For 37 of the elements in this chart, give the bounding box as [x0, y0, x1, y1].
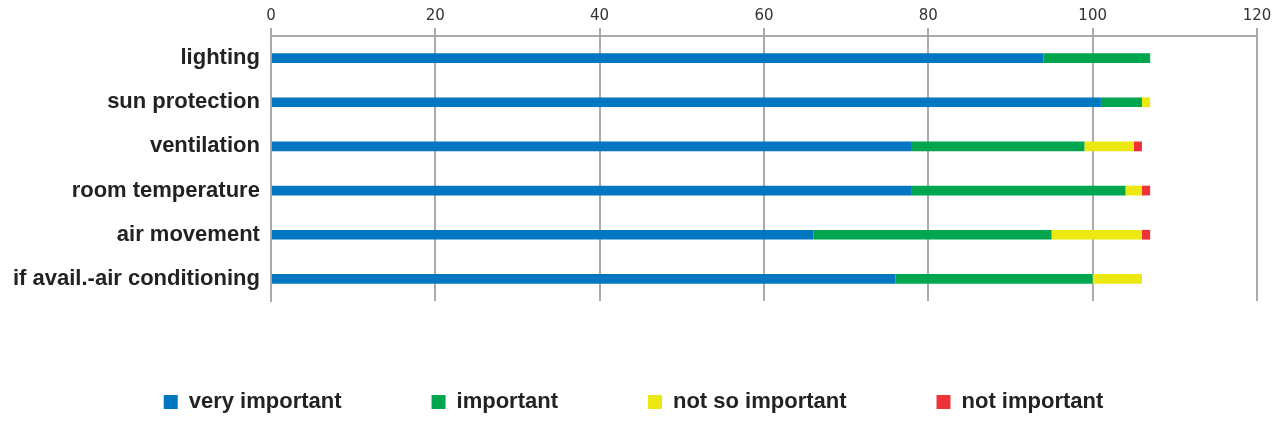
- bar: [271, 97, 1101, 108]
- legend-label: important: [456, 388, 559, 414]
- bar: [1141, 229, 1151, 240]
- bar: [911, 185, 1126, 196]
- x-tick-label: 60: [754, 5, 774, 24]
- bar: [1125, 185, 1142, 196]
- bar: [1141, 185, 1151, 196]
- x-tick-label: 80: [918, 5, 938, 24]
- bar: [911, 141, 1085, 152]
- legend-label: not important: [961, 388, 1104, 414]
- y-tick-label: air movement: [116, 220, 261, 246]
- x-tick-label: 100: [1078, 5, 1107, 24]
- bar: [271, 53, 1044, 63]
- y-tick-label: if avail.-air conditioning: [12, 264, 260, 290]
- bar: [1084, 141, 1134, 152]
- bar: [271, 141, 912, 152]
- bar: [1100, 97, 1142, 108]
- x-tick-label: 120: [1242, 5, 1272, 24]
- y-tick-label: ventilation: [149, 132, 260, 158]
- legend-label: very important: [188, 388, 343, 414]
- y-tick-label: room temperature: [71, 176, 260, 202]
- bar: [1043, 53, 1151, 63]
- bar: [271, 185, 912, 196]
- x-tick-label: 0: [266, 5, 276, 24]
- bar: [1133, 141, 1142, 152]
- y-tick-label: sun protection: [107, 88, 260, 114]
- bar: [895, 274, 1093, 284]
- legend-label: not so important: [672, 388, 848, 414]
- y-tick-label: lighting: [180, 44, 260, 70]
- bar: [1141, 97, 1151, 108]
- x-tick-label: 20: [425, 5, 445, 24]
- bar: [1092, 274, 1142, 284]
- bar: [1051, 229, 1142, 240]
- bar: [813, 229, 1052, 240]
- x-tick-label: 40: [590, 5, 610, 24]
- bar: [271, 274, 896, 284]
- bar: [271, 229, 814, 240]
